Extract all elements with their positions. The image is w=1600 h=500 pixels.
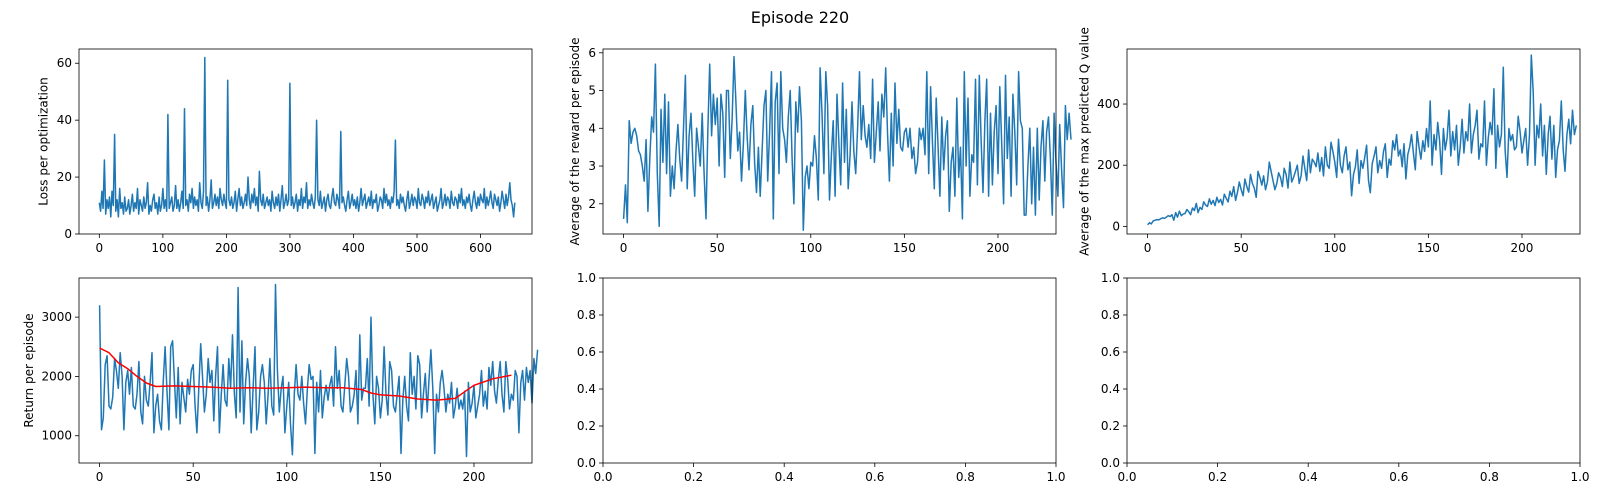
x-tick-label: 0.4 <box>775 470 794 484</box>
y-axis-label: Loss per optimization <box>37 77 51 206</box>
y-tick-label: 3000 <box>41 310 72 324</box>
axes-frame-2 <box>602 48 1057 235</box>
x-tick-label: 0.6 <box>865 470 884 484</box>
x-tick-label: 600 <box>469 241 492 255</box>
y-tick-label: 2000 <box>41 369 72 383</box>
y-tick-label: 0.6 <box>577 345 596 359</box>
x-tick-label: 50 <box>710 241 725 255</box>
y-axis-label: Average of the max predicted Q value <box>1077 27 1091 256</box>
axes-frame-4 <box>78 277 533 464</box>
y-tick-label: 0.2 <box>1101 419 1120 433</box>
y-tick-label: 0.8 <box>577 308 596 322</box>
y-tick-label: 60 <box>57 56 72 70</box>
series-line-1-1 <box>98 56 516 218</box>
x-tick-label: 0.6 <box>1389 470 1408 484</box>
y-tick-label: 0.8 <box>1101 308 1120 322</box>
axes-frame-1 <box>78 48 533 235</box>
y-tick-label: 4 <box>588 121 596 135</box>
x-tick-label: 0.0 <box>593 470 612 484</box>
x-tick-label: 100 <box>1323 241 1346 255</box>
y-tick-label: 0.6 <box>1101 345 1120 359</box>
series-line-4-2 <box>99 347 512 401</box>
series-line-3-1 <box>1147 54 1578 226</box>
x-tick-label: 200 <box>1511 241 1534 255</box>
x-tick-label: 200 <box>215 241 238 255</box>
y-tick-label: 1000 <box>41 429 72 443</box>
x-tick-label: 0.0 <box>1117 470 1136 484</box>
x-tick-label: 0.2 <box>684 470 703 484</box>
x-tick-label: 200 <box>987 241 1010 255</box>
y-tick-label: 0.0 <box>1101 456 1120 470</box>
x-tick-label: 100 <box>151 241 174 255</box>
y-tick-label: 200 <box>1097 158 1120 172</box>
x-tick-label: 0.2 <box>1208 470 1227 484</box>
y-tick-label: 1.0 <box>577 271 596 285</box>
x-tick-label: 0 <box>620 241 628 255</box>
x-tick-label: 150 <box>369 470 392 484</box>
x-tick-label: 0.8 <box>956 470 975 484</box>
y-tick-label: 0.4 <box>1101 382 1120 396</box>
x-tick-label: 50 <box>1234 241 1249 255</box>
x-tick-label: 1.0 <box>1570 470 1589 484</box>
y-tick-label: 0 <box>1112 219 1120 233</box>
y-tick-label: 40 <box>57 113 72 127</box>
x-tick-label: 150 <box>1417 241 1440 255</box>
y-tick-label: 0 <box>64 227 72 241</box>
axes-frame-6 <box>1126 277 1581 464</box>
series-line-2-1 <box>622 55 1072 231</box>
series-line-4-1 <box>98 283 539 458</box>
x-tick-label: 300 <box>278 241 301 255</box>
x-tick-label: 0.8 <box>1480 470 1499 484</box>
x-tick-label: 100 <box>275 470 298 484</box>
x-tick-label: 100 <box>799 241 822 255</box>
x-tick-label: 200 <box>463 470 486 484</box>
y-tick-label: 20 <box>57 170 72 184</box>
y-tick-label: 0.4 <box>577 382 596 396</box>
x-tick-label: 50 <box>186 470 201 484</box>
y-tick-label: 400 <box>1097 97 1120 111</box>
x-tick-label: 1.0 <box>1046 470 1065 484</box>
x-tick-label: 0 <box>96 470 104 484</box>
x-tick-label: 0 <box>96 241 104 255</box>
y-tick-label: 3 <box>588 159 596 173</box>
x-tick-label: 150 <box>893 241 916 255</box>
y-axis-label: Average of the reward per episode <box>568 37 582 245</box>
y-tick-label: 5 <box>588 84 596 98</box>
axes-frame-5 <box>602 277 1057 464</box>
y-tick-label: 2 <box>588 197 596 211</box>
y-tick-label: 6 <box>588 46 596 60</box>
axes-frame-3 <box>1126 48 1581 235</box>
y-tick-label: 1.0 <box>1101 271 1120 285</box>
x-tick-label: 500 <box>406 241 429 255</box>
y-axis-label: Return per episode <box>22 313 36 427</box>
x-tick-label: 0.4 <box>1299 470 1318 484</box>
figure-title: Episode 220 <box>750 8 850 27</box>
y-tick-label: 0.0 <box>577 456 596 470</box>
x-tick-label: 400 <box>342 241 365 255</box>
y-tick-label: 0.2 <box>577 419 596 433</box>
x-tick-label: 0 <box>1144 241 1152 255</box>
